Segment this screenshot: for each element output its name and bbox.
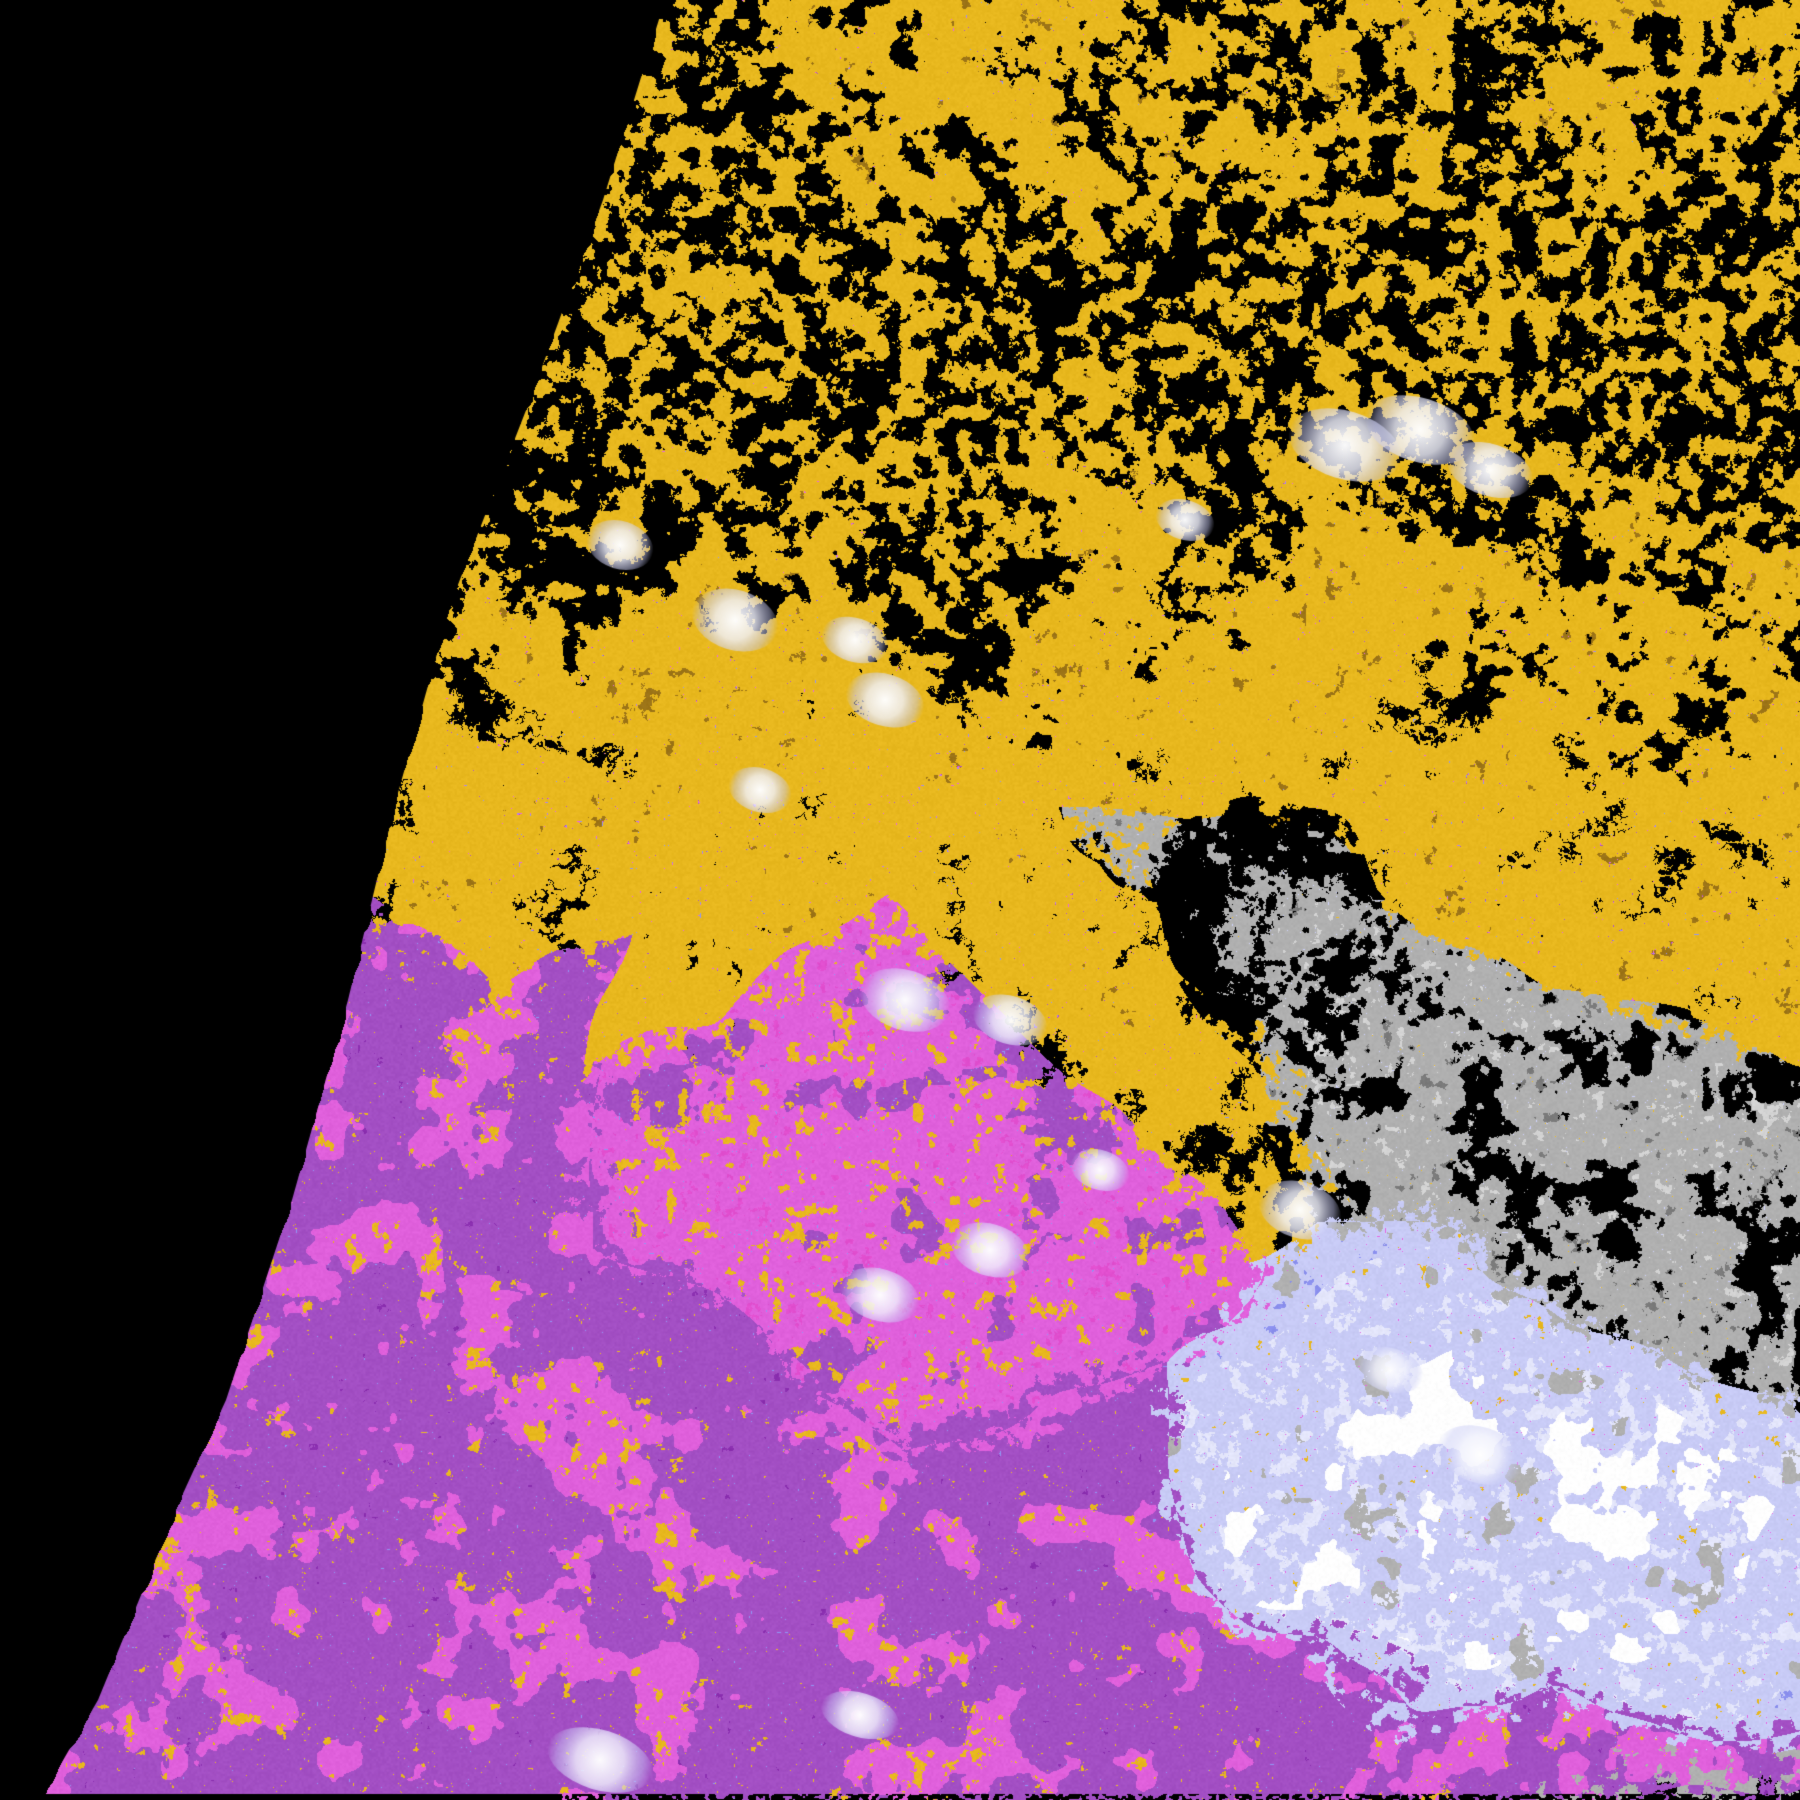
satellite-scene-canvas (0, 0, 1800, 1800)
satellite-image-viewport: NOAA AVHRR false-color multispectral sce… (0, 0, 1800, 1800)
